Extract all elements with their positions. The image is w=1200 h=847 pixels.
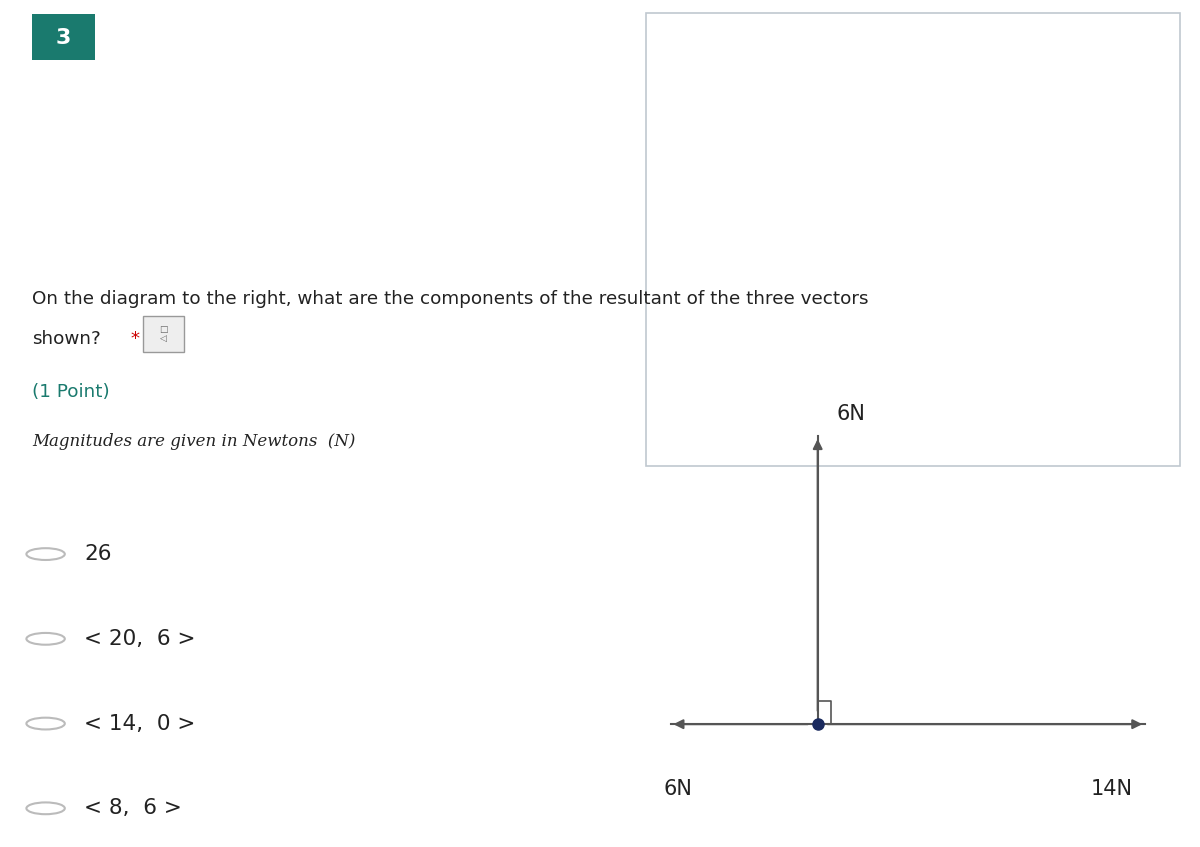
Text: On the diagram to the right, what are the components of the resultant of the thr: On the diagram to the right, what are th… xyxy=(32,290,869,307)
Text: *: * xyxy=(125,330,140,348)
Text: < 14,  0 >: < 14, 0 > xyxy=(84,713,196,734)
Text: < 8,  6 >: < 8, 6 > xyxy=(84,799,182,818)
Text: 6N: 6N xyxy=(664,779,692,800)
FancyBboxPatch shape xyxy=(32,14,95,60)
FancyBboxPatch shape xyxy=(646,13,1180,466)
Text: □
◁: □ ◁ xyxy=(158,324,168,343)
Text: (1 Point): (1 Point) xyxy=(32,383,110,401)
Text: 26: 26 xyxy=(84,544,112,564)
Text: < 20,  6 >: < 20, 6 > xyxy=(84,628,196,649)
Text: shown?: shown? xyxy=(32,330,101,348)
Text: Magnitudes are given in Newtons  (N): Magnitudes are given in Newtons (N) xyxy=(32,433,355,450)
FancyBboxPatch shape xyxy=(143,316,184,352)
Text: 3: 3 xyxy=(56,28,71,47)
Text: 6N: 6N xyxy=(836,403,865,424)
Text: 14N: 14N xyxy=(1091,779,1133,800)
